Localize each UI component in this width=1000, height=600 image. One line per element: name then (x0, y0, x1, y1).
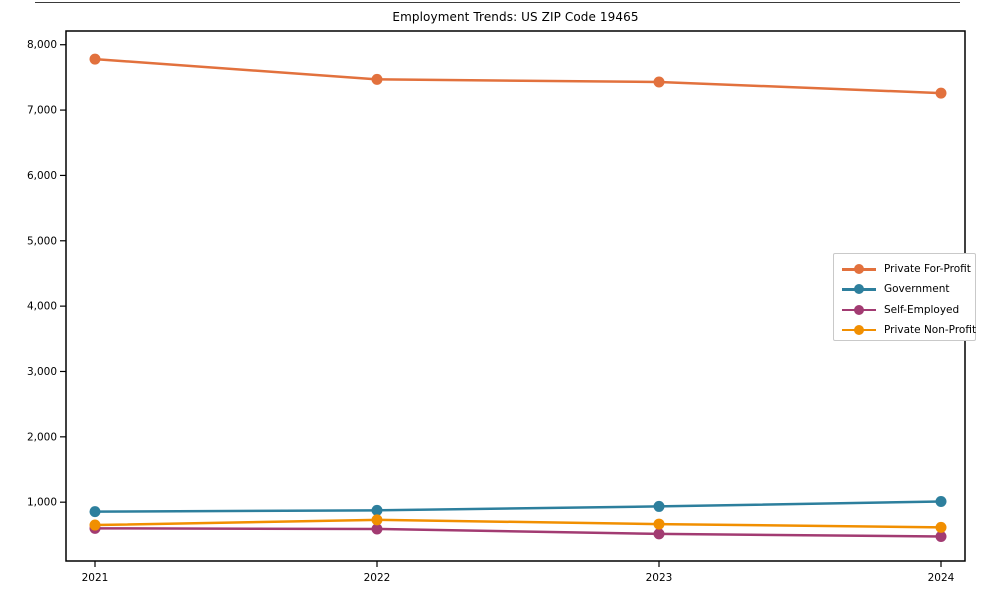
y-tick-label: 2,000 (27, 431, 57, 443)
legend-label: Private Non-Profit (884, 323, 977, 336)
data-point-private-for-profit (935, 87, 947, 99)
figure-top-border (35, 2, 960, 3)
series-line-government (93, 500, 943, 513)
y-tick-label: 1,000 (27, 497, 57, 509)
data-point-government (653, 500, 665, 512)
x-tick-label: 2023 (646, 572, 673, 584)
data-point-private-for-profit (371, 73, 383, 85)
series-line-private-for-profit (93, 57, 943, 95)
series-line-self-employed (93, 527, 943, 538)
legend: Private For-Profit Government Self-Emplo… (833, 253, 976, 341)
data-point-government (935, 496, 947, 508)
line-dot-marker-icon (842, 284, 876, 295)
x-tick-label: 2021 (82, 572, 109, 584)
y-tick-label: 6,000 (27, 170, 57, 182)
y-tick-label: 3,000 (27, 366, 57, 378)
series-line-private-non-profit (93, 518, 943, 529)
axes-box (65, 30, 966, 562)
legend-label: Private For-Profit (884, 263, 971, 276)
line-dot-marker-icon (842, 304, 876, 315)
line-dot-marker-icon (842, 324, 876, 335)
legend-item-government: Government (842, 279, 975, 299)
x-tick-label: 2022 (364, 572, 391, 584)
data-point-self-employed (935, 530, 947, 542)
line-dot-marker-icon (842, 264, 876, 275)
y-tick-label: 5,000 (27, 235, 57, 247)
y-tick-label: 4,000 (27, 301, 57, 313)
data-point-government (89, 506, 101, 518)
data-point-self-employed (653, 528, 665, 540)
legend-label: Self-Employed (884, 303, 960, 316)
chart-title: Employment Trends: US ZIP Code 19465 (392, 10, 639, 24)
data-point-private-for-profit (89, 53, 101, 65)
data-point-private-non-profit (371, 514, 383, 526)
data-point-government (371, 504, 383, 516)
data-point-self-employed (371, 523, 383, 535)
data-point-private-non-profit (89, 519, 101, 531)
y-tick-label: 8,000 (27, 39, 57, 51)
legend-item-self-employed: Self-Employed (842, 300, 975, 320)
data-point-private-non-profit (653, 518, 665, 530)
legend-item-private-for-profit: Private For-Profit (842, 259, 975, 279)
y-tick-label: 7,000 (27, 105, 57, 117)
legend-label: Government (884, 283, 950, 296)
data-point-private-non-profit (935, 521, 947, 533)
x-tick-label: 2024 (928, 572, 955, 584)
legend-item-private-non-profit: Private Non-Profit (842, 320, 977, 340)
data-point-private-for-profit (653, 76, 665, 88)
